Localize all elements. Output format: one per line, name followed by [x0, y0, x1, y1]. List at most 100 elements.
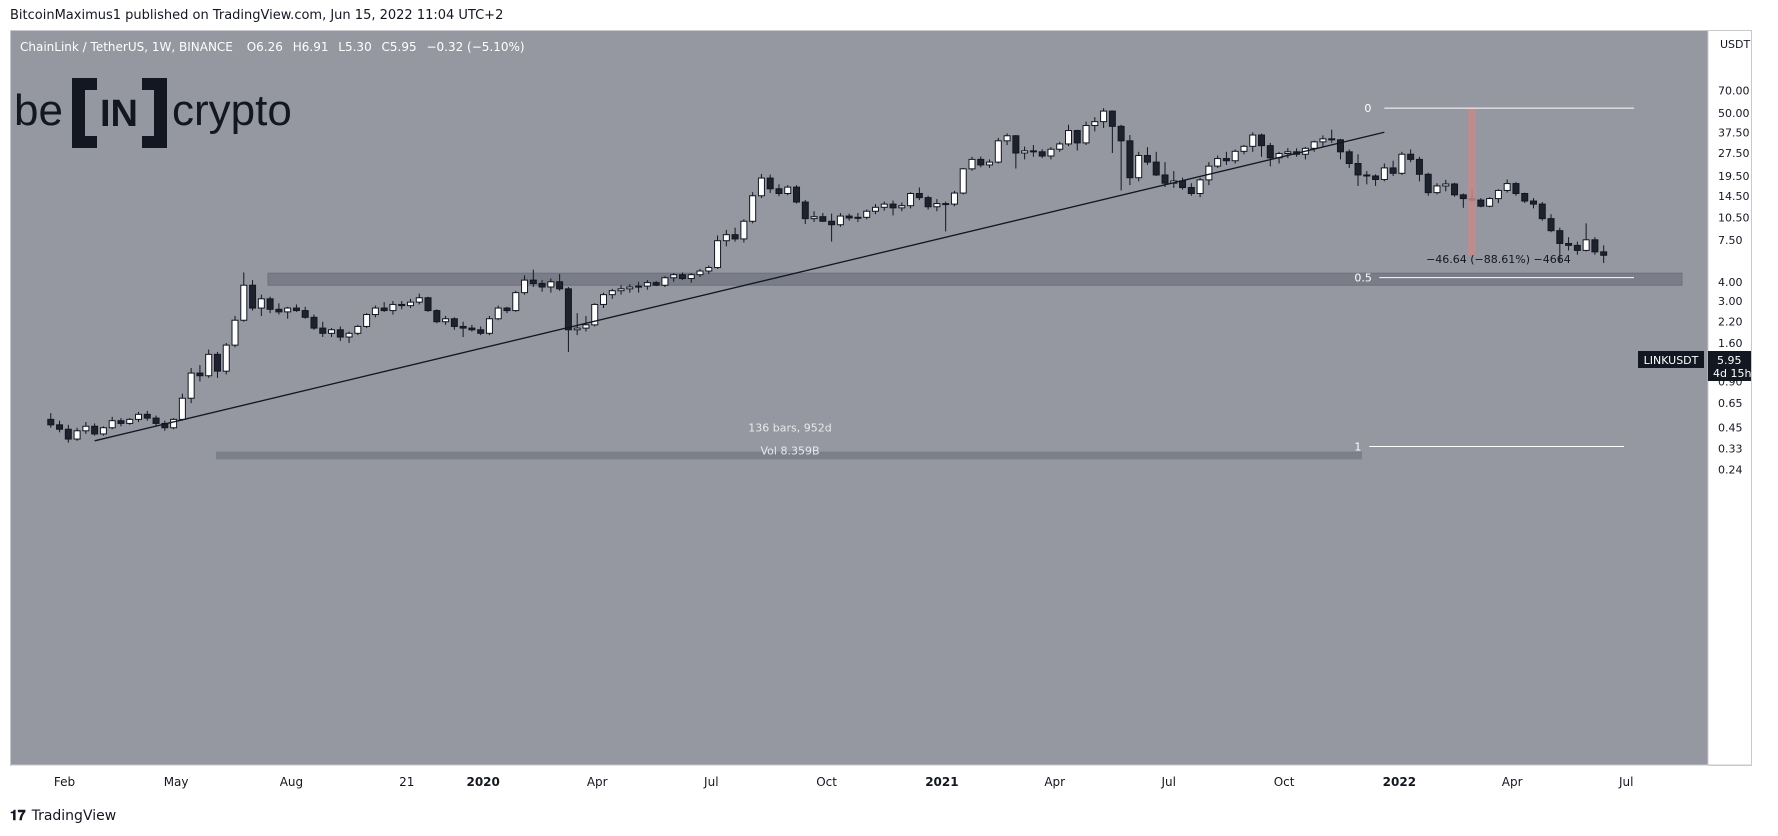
time-axis[interactable] — [11, 765, 1708, 795]
last-price-tag: LINKUSDT 5.95 4d 15h — [1638, 351, 1751, 381]
candle — [494, 305, 502, 321]
candle — [1196, 177, 1204, 198]
price-tag-price: 5.95 — [1717, 354, 1742, 367]
time-tick-label: Apr — [587, 775, 608, 789]
price-tick-label: 2.20 — [1718, 316, 1743, 329]
candle-body — [152, 417, 160, 424]
candle-body — [310, 316, 318, 329]
candle — [1503, 179, 1511, 193]
candle — [784, 185, 792, 196]
candle-body — [1135, 154, 1143, 179]
candle-body — [99, 427, 107, 435]
candle — [942, 201, 950, 232]
candle-body — [266, 298, 274, 310]
time-tick-label: Jul — [703, 775, 718, 789]
candle-body — [1187, 187, 1195, 195]
plot-area[interactable] — [11, 31, 1708, 765]
price-tick-label: 1.60 — [1718, 337, 1743, 350]
candle-body — [1082, 125, 1090, 144]
candle-body — [547, 281, 555, 288]
candle-body — [82, 425, 90, 432]
candle-body — [564, 288, 572, 331]
candle — [1538, 202, 1546, 221]
candle — [1573, 241, 1581, 255]
candle-body — [1459, 194, 1467, 200]
time-tick-label: Feb — [54, 775, 75, 789]
candle-body — [898, 205, 906, 209]
candle-body — [240, 284, 248, 321]
candle-body — [521, 279, 529, 294]
candle — [424, 296, 432, 312]
candle — [915, 187, 923, 201]
candle-body — [1451, 183, 1459, 196]
candle — [1433, 183, 1441, 195]
candle-body — [986, 161, 994, 166]
watermark-in: IN — [100, 93, 138, 135]
candle-body — [1363, 174, 1371, 177]
candle-body — [731, 234, 739, 240]
price-tag-symbol: LINKUSDT — [1644, 354, 1699, 367]
candle — [1354, 154, 1362, 186]
price-axis[interactable] — [1708, 31, 1751, 765]
candle — [1521, 192, 1529, 204]
candle-body — [345, 332, 353, 338]
candle — [205, 349, 213, 378]
watermark-bracket-gap — [97, 78, 142, 148]
support-zone — [267, 272, 1683, 286]
candle-body — [1486, 198, 1494, 207]
candle-body — [1266, 145, 1274, 159]
price-tick-label: 7.50 — [1718, 234, 1743, 247]
candle-body — [126, 418, 134, 424]
legend-symbol: ChainLink / TetherUS, 1W, BINANCE — [20, 40, 233, 54]
candle — [213, 351, 221, 378]
candle — [643, 280, 651, 290]
time-tick-label: Aug — [280, 775, 303, 789]
candle-body — [722, 234, 730, 242]
candle — [1047, 147, 1055, 160]
candle — [793, 185, 801, 204]
candle-body — [354, 325, 362, 334]
candle-body — [793, 186, 801, 203]
candle — [1477, 198, 1485, 208]
candle — [1187, 183, 1195, 196]
candle — [1284, 148, 1292, 159]
candle — [1407, 149, 1415, 163]
candle — [117, 418, 125, 427]
candle — [740, 219, 748, 243]
candle-body — [1038, 151, 1046, 157]
candle-body — [907, 193, 915, 207]
candle — [47, 413, 55, 428]
svg-text:ChainLink / TetherUS, 1W, BINA: ChainLink / TetherUS, 1W, BINANCE O6.26 … — [20, 40, 525, 54]
candle-body — [1047, 148, 1055, 157]
candle-body — [933, 203, 941, 208]
candle — [1038, 149, 1046, 159]
candle — [722, 229, 730, 247]
candle — [933, 199, 941, 212]
candle — [1100, 108, 1108, 128]
candle-body — [1565, 242, 1573, 246]
legend-change: −0.32 (−5.10%) — [426, 40, 524, 54]
legend-low-label: L — [338, 40, 345, 54]
watermark-logo: be IN crypto — [14, 78, 292, 148]
candle-body — [389, 303, 397, 312]
legend-bar: ChainLink / TetherUS, 1W, BINANCE O6.26 … — [20, 40, 525, 54]
watermark-crypto: crypto — [172, 86, 292, 135]
candle-body — [442, 318, 450, 323]
candle — [705, 265, 713, 274]
candle-body — [652, 282, 660, 286]
candle-body — [942, 203, 950, 206]
candle-body — [845, 215, 853, 219]
ascending-trendline — [94, 131, 1385, 442]
candle — [187, 368, 195, 404]
candle-body — [371, 307, 379, 316]
candle — [1389, 160, 1397, 176]
candle-body — [1398, 153, 1406, 174]
candle-body — [1503, 183, 1511, 191]
candle — [678, 272, 686, 281]
candle-body — [1415, 158, 1423, 175]
candle — [1029, 145, 1037, 157]
legend-close-label: C — [382, 40, 390, 54]
candle — [1442, 179, 1450, 192]
time-tick-label: 2020 — [466, 775, 499, 789]
